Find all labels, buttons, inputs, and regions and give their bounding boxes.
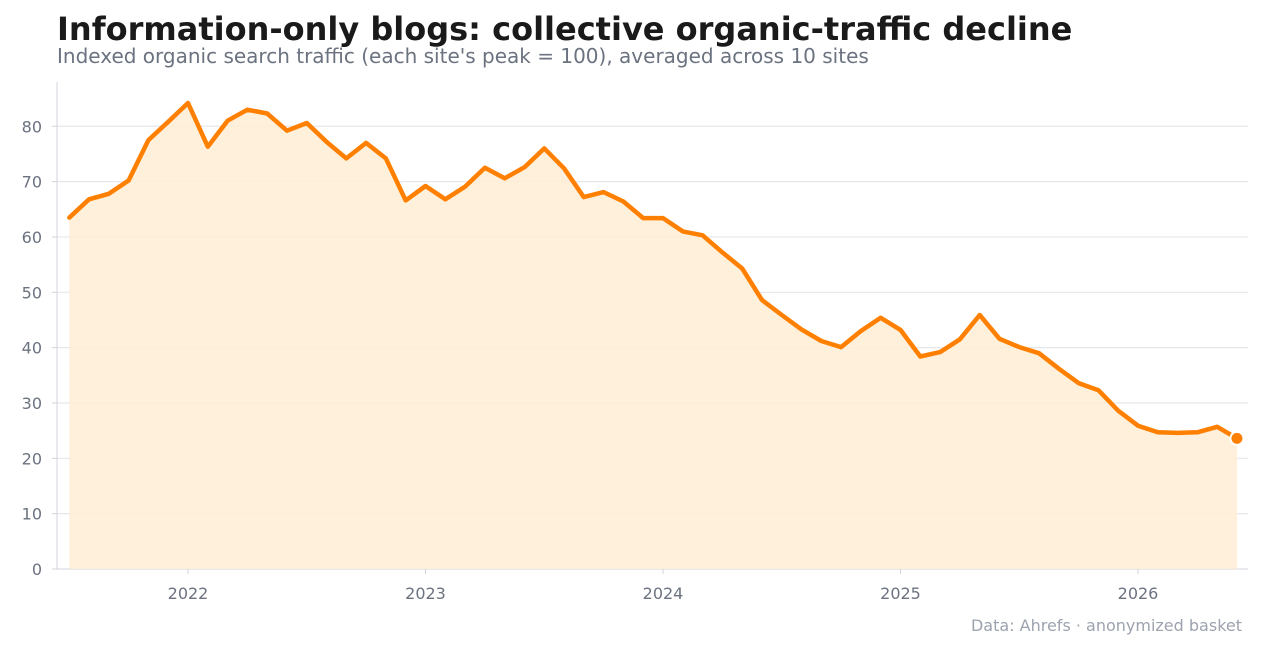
last-point-marker [1229,430,1245,446]
y-tick-label: 60 [22,228,42,247]
x-tick-label: 2025 [880,584,921,603]
x-tick-label: 2026 [1118,584,1159,603]
y-tick-label: 20 [22,449,42,468]
source-note: Data: Ahrefs · anonymized basket [970,616,1242,635]
y-tick-label: 30 [22,394,42,413]
chart-title: Information-only blogs: collective organ… [57,10,1073,48]
area-fill [69,103,1237,569]
y-tick-label: 80 [22,117,42,136]
series-line [67,100,1240,441]
y-tick-label: 0 [32,560,42,579]
x-tick-label: 2023 [405,584,446,603]
y-tick-label: 50 [22,283,42,302]
y-tick-label: 40 [22,339,42,358]
chart-subtitle: Indexed organic search traffic (each sit… [57,44,869,68]
y-tick-label: 70 [22,173,42,192]
x-tick-label: 2024 [643,584,684,603]
x-tick-label: 2022 [168,584,209,603]
y-tick-label: 10 [22,505,42,524]
